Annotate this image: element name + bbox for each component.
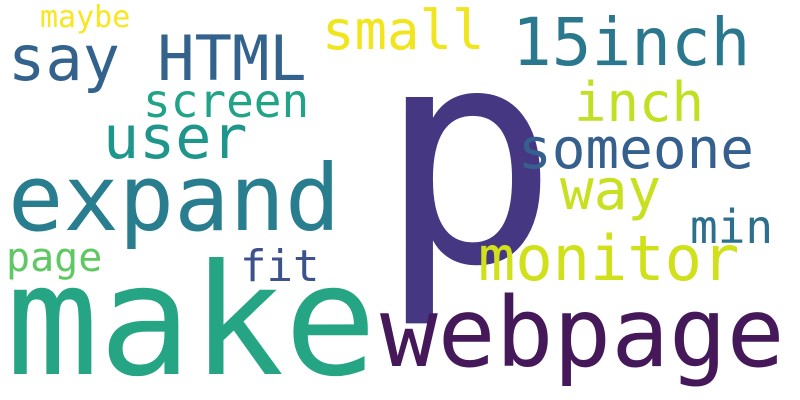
word-15inch: 15inch	[512, 4, 751, 81]
word-someone: someone	[518, 117, 755, 182]
word-fit: fit	[240, 241, 320, 292]
word-small: small	[322, 0, 485, 62]
word-user: user	[103, 103, 248, 173]
word-make: make	[6, 232, 377, 400]
word-min: min	[690, 200, 774, 254]
word-way: way	[560, 158, 662, 223]
word-inch: inch	[574, 71, 705, 134]
word-page: page	[6, 235, 103, 281]
word-say-html: say HTML	[8, 22, 307, 95]
word-webpage: webpage	[380, 277, 785, 389]
word-expand: expand	[8, 145, 341, 252]
word-screen: screen	[143, 74, 310, 128]
word-p: p	[378, 0, 559, 332]
word-maybe: maybe	[40, 0, 131, 35]
word-monitor: monitor	[478, 222, 740, 295]
